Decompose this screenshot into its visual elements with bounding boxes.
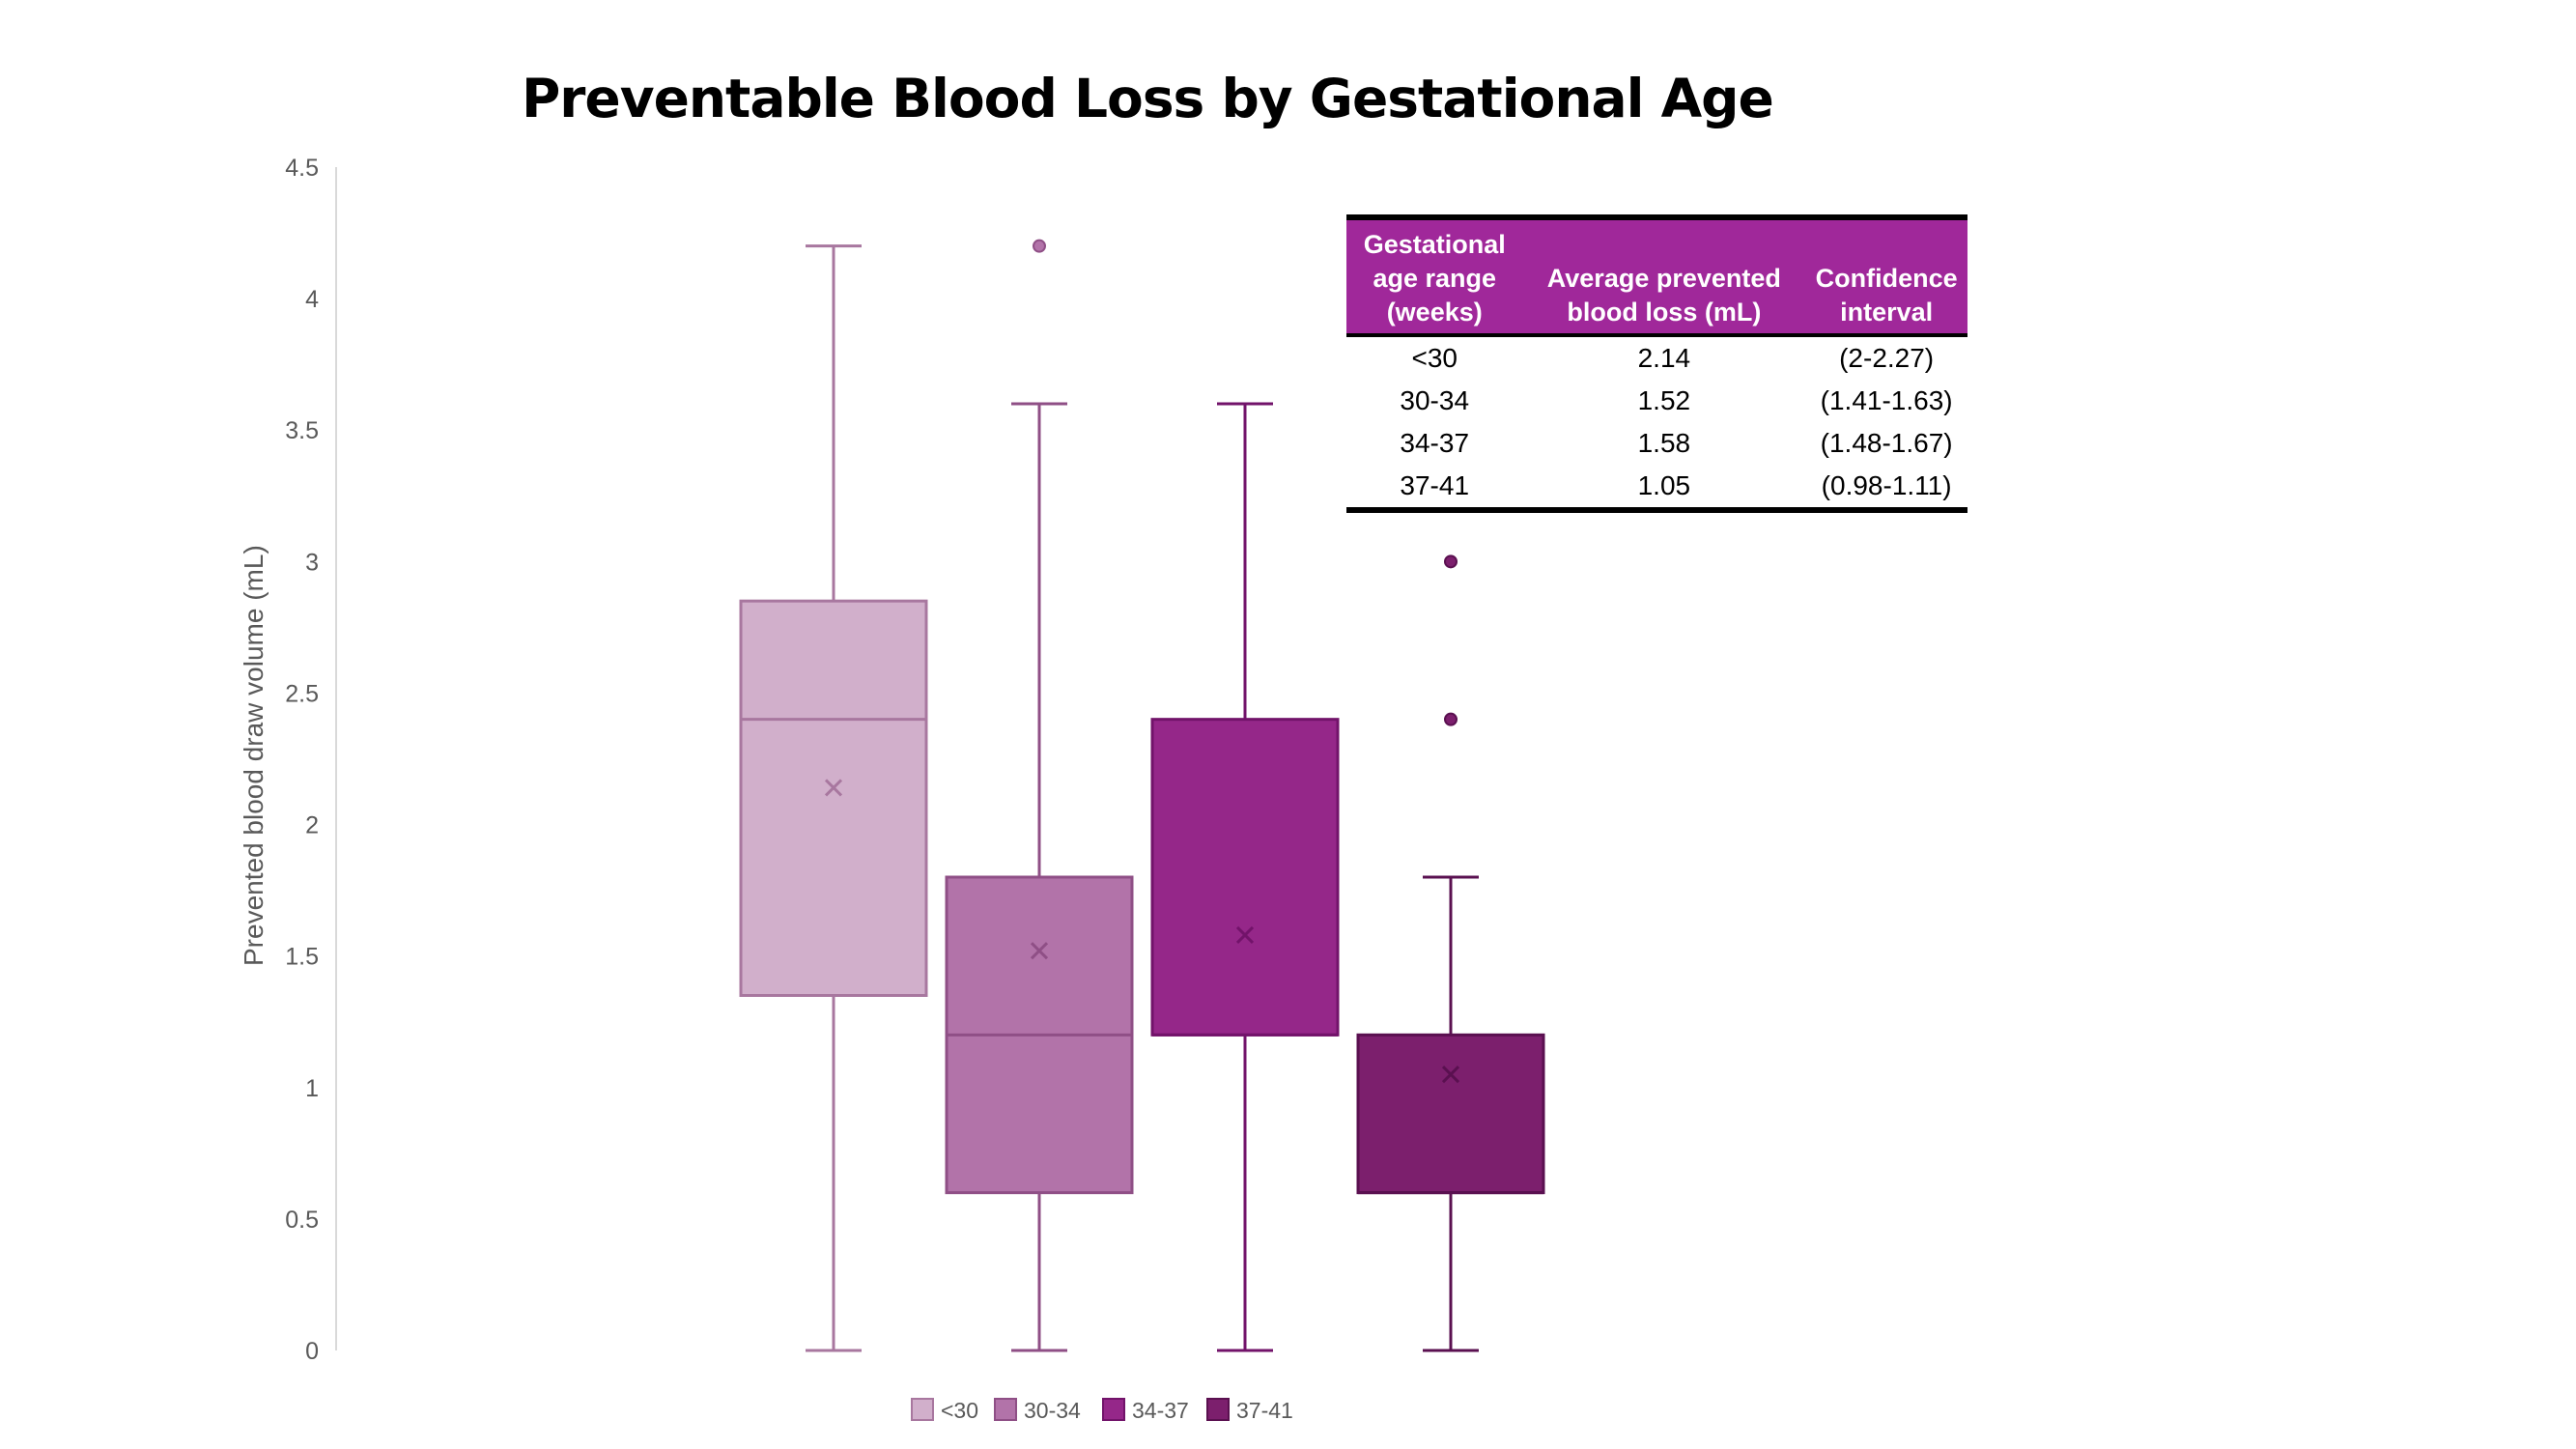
box-group <box>739 244 928 1352</box>
y-tick-label: 4.5 <box>285 155 319 182</box>
y-tick-label: 3 <box>305 549 319 576</box>
y-tick-label: 1.5 <box>285 944 319 971</box>
table-header-row: Gestational age range (weeks) Average pr… <box>1346 217 1967 337</box>
y-tick-label: 3.5 <box>285 417 319 444</box>
header-age-range: Gestational age range (weeks) <box>1346 217 1523 337</box>
mean-marker <box>824 779 843 797</box>
iqr-box <box>1150 718 1340 1037</box>
table-row: 30-34 1.52 (1.41-1.63) <box>1346 380 1967 422</box>
y-axis-label: Prevented blood draw volume (mL) <box>239 545 269 966</box>
y-tick-label: 0 <box>305 1338 319 1365</box>
header-confidence: Confidence interval <box>1805 217 1967 337</box>
legend-swatch <box>1206 1398 1230 1421</box>
outlier-point <box>1444 554 1458 569</box>
table-cell: 1.05 <box>1637 470 1691 500</box>
outlier-point <box>1444 712 1458 726</box>
table-cell: 30-34 <box>1400 385 1470 415</box>
mean-marker <box>1441 1065 1460 1084</box>
table-cell: 34-37 <box>1400 428 1470 458</box>
legend-swatch <box>1102 1398 1125 1421</box>
table-cell: 1.52 <box>1637 385 1691 415</box>
iqr-box <box>1356 1033 1545 1195</box>
box-group <box>1150 402 1340 1352</box>
y-tick-label: 1 <box>305 1075 319 1102</box>
table-cell: (1.48-1.67) <box>1820 428 1953 458</box>
chart-title: Preventable Blood Loss by Gestational Ag… <box>522 68 1774 129</box>
y-axis: 0 0.5 1 1.5 2 2.5 3 3.5 4 4.5 <box>285 155 337 1365</box>
table-cell: <30 <box>1411 343 1458 373</box>
box-group <box>1356 554 1545 1352</box>
table-cell: 2.14 <box>1637 343 1691 373</box>
y-tick-label: 4 <box>305 286 319 313</box>
mean-marker <box>1030 942 1049 960</box>
iqr-box <box>739 599 928 998</box>
legend-swatch <box>911 1398 934 1421</box>
table-cell: 37-41 <box>1400 470 1470 500</box>
chart-legend: <30 30-34 34-37 37-41 <box>911 1398 1293 1423</box>
table-row: 34-37 1.58 (1.48-1.67) <box>1346 422 1967 465</box>
table-cell: (1.41-1.63) <box>1820 385 1953 415</box>
y-tick-label: 0.5 <box>285 1207 319 1234</box>
legend-label: <30 <box>941 1398 978 1423</box>
table-row: <30 2.14 (2-2.27) <box>1346 335 1967 380</box>
y-tick-label: 2 <box>305 812 319 839</box>
summary-table: Gestational age range (weeks) Average pr… <box>1346 214 1967 513</box>
table-cell: (0.98-1.11) <box>1821 470 1952 500</box>
table-cell: (2-2.27) <box>1839 343 1935 373</box>
legend-swatch <box>994 1398 1017 1421</box>
mean-marker <box>1235 925 1255 944</box>
legend-label: 37-41 <box>1236 1398 1293 1423</box>
legend-label: 30-34 <box>1024 1398 1081 1423</box>
y-tick-label: 2.5 <box>285 680 319 707</box>
header-avg-loss: Average prevented blood loss (mL) <box>1522 217 1806 337</box>
box-plot-series <box>739 239 1545 1352</box>
outlier-point <box>1033 239 1046 253</box>
table-row: 37-41 1.05 (0.98-1.11) <box>1346 465 1967 510</box>
box-group <box>945 239 1134 1352</box>
table-cell: 1.58 <box>1637 428 1691 458</box>
legend-label: 34-37 <box>1132 1398 1189 1423</box>
